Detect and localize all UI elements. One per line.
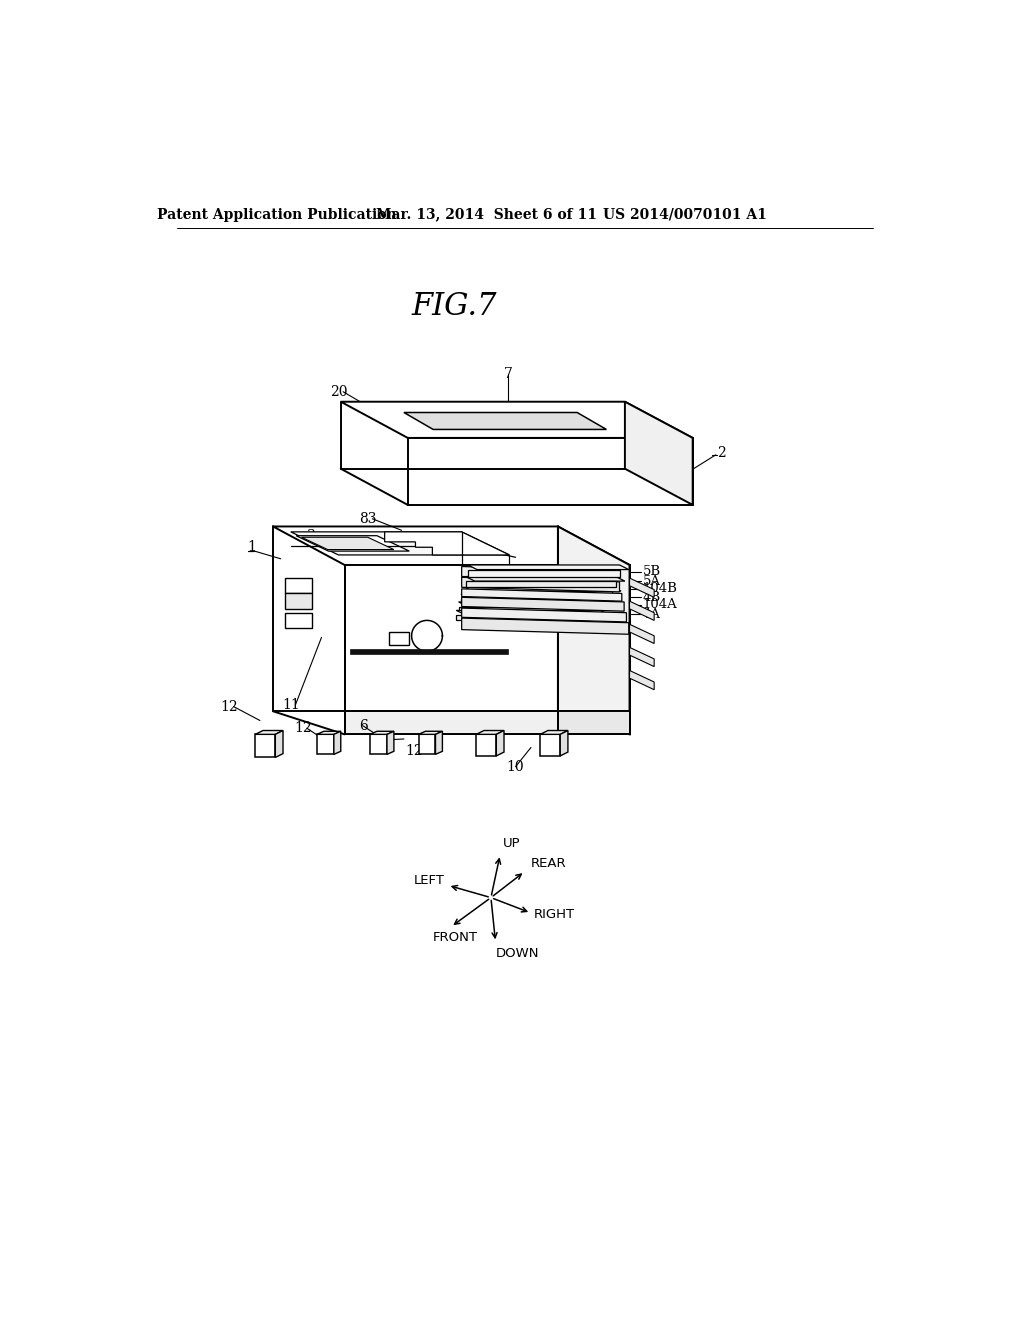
Text: RIGHT: RIGHT xyxy=(535,908,575,921)
Text: Mar. 13, 2014  Sheet 6 of 11: Mar. 13, 2014 Sheet 6 of 11 xyxy=(376,207,597,222)
Text: 5B: 5B xyxy=(643,565,660,578)
Polygon shape xyxy=(466,577,625,581)
Polygon shape xyxy=(468,565,629,570)
Polygon shape xyxy=(285,612,311,628)
Polygon shape xyxy=(457,615,600,620)
Polygon shape xyxy=(463,591,611,594)
Polygon shape xyxy=(334,731,341,755)
Polygon shape xyxy=(461,599,608,602)
Polygon shape xyxy=(462,597,625,611)
Text: 11: 11 xyxy=(283,698,300,711)
Polygon shape xyxy=(462,618,629,635)
Text: 12: 12 xyxy=(221,700,239,714)
Polygon shape xyxy=(370,731,394,734)
Text: 83: 83 xyxy=(359,512,377,525)
Polygon shape xyxy=(316,734,334,755)
Polygon shape xyxy=(541,730,568,734)
Polygon shape xyxy=(497,730,504,756)
Polygon shape xyxy=(630,647,654,667)
Polygon shape xyxy=(301,537,394,549)
Text: FIG.7: FIG.7 xyxy=(412,290,497,322)
Polygon shape xyxy=(541,734,560,756)
Text: 3: 3 xyxy=(306,529,315,543)
Polygon shape xyxy=(468,570,620,577)
Text: 4A: 4A xyxy=(643,607,660,620)
Polygon shape xyxy=(345,565,630,734)
Polygon shape xyxy=(255,734,275,758)
Polygon shape xyxy=(341,401,692,438)
Polygon shape xyxy=(388,632,410,645)
Polygon shape xyxy=(558,711,630,734)
Text: 5A: 5A xyxy=(643,574,660,587)
Polygon shape xyxy=(463,586,621,591)
Text: 4B: 4B xyxy=(643,591,660,603)
Polygon shape xyxy=(387,731,394,755)
Polygon shape xyxy=(558,527,630,734)
Polygon shape xyxy=(461,594,617,599)
Text: Patent Application Publication: Patent Application Publication xyxy=(157,207,396,222)
Polygon shape xyxy=(275,730,283,758)
Polygon shape xyxy=(459,602,613,607)
Polygon shape xyxy=(476,730,504,734)
Text: REAR: REAR xyxy=(531,857,566,870)
Text: FRONT: FRONT xyxy=(432,931,477,944)
Polygon shape xyxy=(350,649,508,655)
Text: UP: UP xyxy=(503,837,521,850)
Polygon shape xyxy=(462,589,622,601)
Text: 2: 2 xyxy=(717,446,726,459)
Polygon shape xyxy=(466,581,615,586)
Text: 104B: 104B xyxy=(643,582,678,595)
Text: DOWN: DOWN xyxy=(496,946,539,960)
Polygon shape xyxy=(291,532,509,554)
Text: 6: 6 xyxy=(359,719,368,733)
Polygon shape xyxy=(462,577,620,591)
Polygon shape xyxy=(630,578,654,597)
Polygon shape xyxy=(385,532,509,554)
Polygon shape xyxy=(476,734,497,756)
Polygon shape xyxy=(345,711,630,734)
Polygon shape xyxy=(459,607,604,610)
Polygon shape xyxy=(419,731,442,734)
Polygon shape xyxy=(403,412,606,429)
Polygon shape xyxy=(462,609,627,622)
Polygon shape xyxy=(255,730,283,734)
Polygon shape xyxy=(419,734,435,755)
Polygon shape xyxy=(630,671,654,689)
Polygon shape xyxy=(408,438,692,506)
Polygon shape xyxy=(435,731,442,755)
Polygon shape xyxy=(462,566,617,581)
Text: 20: 20 xyxy=(330,384,348,399)
Text: 1: 1 xyxy=(248,540,257,554)
Polygon shape xyxy=(630,601,654,620)
Polygon shape xyxy=(630,624,654,644)
Text: US 2014/0070101 A1: US 2014/0070101 A1 xyxy=(603,207,767,222)
Text: 104A: 104A xyxy=(643,598,677,611)
Polygon shape xyxy=(296,536,410,552)
Polygon shape xyxy=(316,731,341,734)
Polygon shape xyxy=(285,578,311,594)
Text: 10: 10 xyxy=(507,760,524,774)
Polygon shape xyxy=(457,610,609,615)
Polygon shape xyxy=(285,594,311,609)
Text: LEFT: LEFT xyxy=(414,874,444,887)
Text: 7: 7 xyxy=(504,367,512,381)
Polygon shape xyxy=(370,734,387,755)
Polygon shape xyxy=(560,730,568,756)
Text: 12: 12 xyxy=(406,744,423,758)
Text: 12: 12 xyxy=(294,721,311,735)
Text: 12: 12 xyxy=(375,733,392,747)
Polygon shape xyxy=(273,527,630,565)
Polygon shape xyxy=(625,401,692,506)
